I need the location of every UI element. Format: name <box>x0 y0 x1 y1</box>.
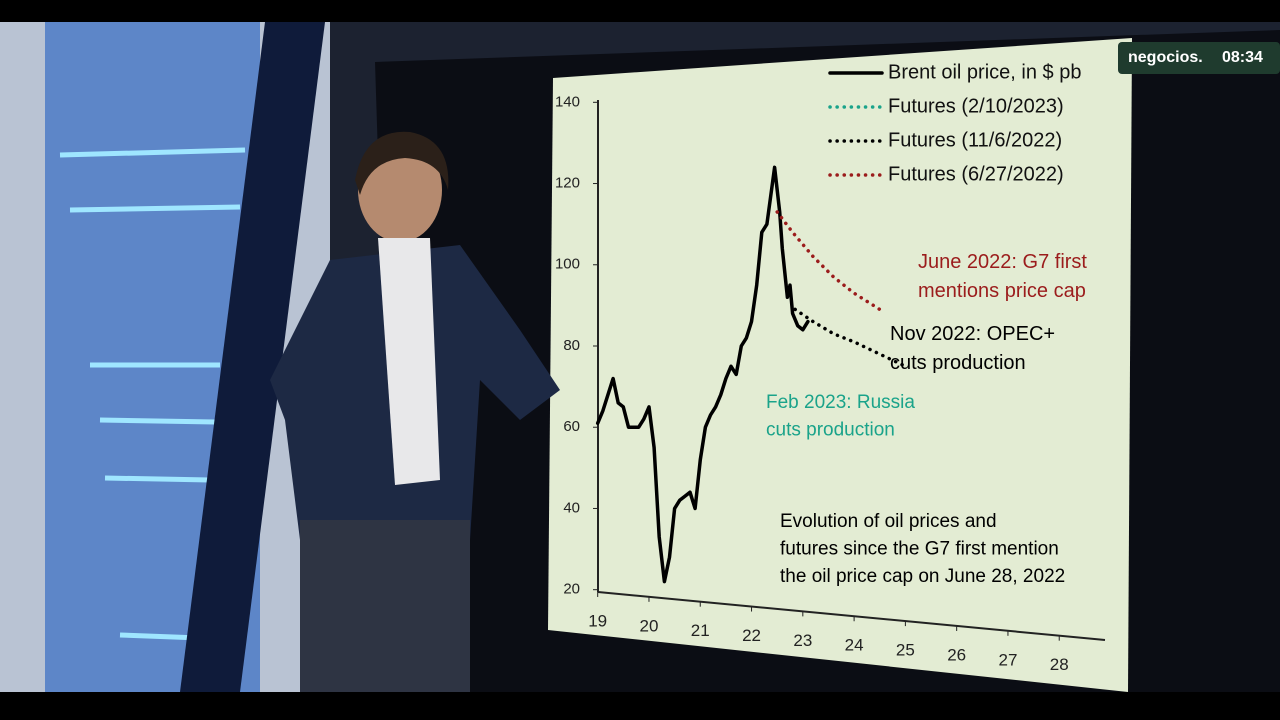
x-tick-label: 27 <box>998 650 1017 669</box>
annotation-line: futures since the G7 first mention <box>780 539 1059 560</box>
x-tick-label: 28 <box>1050 655 1069 674</box>
y-tick-label: 80 <box>563 337 580 354</box>
annotation-line: cuts production <box>890 352 1026 374</box>
x-tick-label: 19 <box>588 611 607 630</box>
x-tick-label: 24 <box>845 636 864 655</box>
annotation: Feb 2023: Russia cuts production <box>766 392 915 441</box>
y-tick-label: 40 <box>563 499 580 516</box>
chart-panel <box>548 38 1132 692</box>
annotation-line: mentions price cap <box>918 280 1086 302</box>
legend-label: Futures (2/10/2023) <box>888 95 1064 117</box>
series-line <box>595 165 810 584</box>
x-tick-label: 25 <box>896 641 915 660</box>
y-tick-label: 20 <box>563 581 580 598</box>
annotation-line: Evolution of oil prices and <box>780 511 997 532</box>
presenter <box>270 131 560 692</box>
y-tick-label: 60 <box>563 418 580 435</box>
x-tick-label: 21 <box>691 621 710 640</box>
legend-label: Futures (11/6/2022) <box>888 129 1062 151</box>
annotation-line: June 2022: G7 first <box>918 251 1087 273</box>
annotation-line: the oil price cap on June 28, 2022 <box>780 566 1065 587</box>
annotation: Nov 2022: OPEC+ cuts production <box>890 323 1055 374</box>
light-stripes <box>59 147 246 641</box>
x-tick-label: 23 <box>793 631 812 650</box>
channel-bug: negocios. 08:34 <box>1118 42 1280 74</box>
pillar <box>180 22 325 692</box>
annotation-line: cuts production <box>766 420 895 441</box>
x-tick-label: 26 <box>947 645 966 664</box>
y-tick-label: 140 <box>555 93 580 110</box>
y-tick-label: 100 <box>555 256 580 273</box>
y-tick-label: 120 <box>555 175 580 192</box>
legend-label: Futures (6/27/2022) <box>888 163 1064 185</box>
series-line <box>793 307 908 369</box>
annotation-line: Nov 2022: OPEC+ <box>890 323 1055 345</box>
x-tick-label: 22 <box>742 626 761 645</box>
x-tick-label: 20 <box>640 616 659 635</box>
channel: negocios. <box>1128 49 1203 66</box>
x-axis <box>597 591 1106 641</box>
legend-label: Brent oil price, in $ pb <box>888 61 1081 83</box>
clock: 08:34 <box>1222 49 1263 66</box>
annotation-line: Feb 2023: Russia <box>766 392 915 413</box>
annotation: June 2022: G7 first mentions price cap <box>918 251 1087 302</box>
series-line <box>775 210 882 312</box>
annotation: Evolution of oil prices and futures since… <box>780 511 1065 587</box>
bug-bg <box>1118 42 1280 74</box>
